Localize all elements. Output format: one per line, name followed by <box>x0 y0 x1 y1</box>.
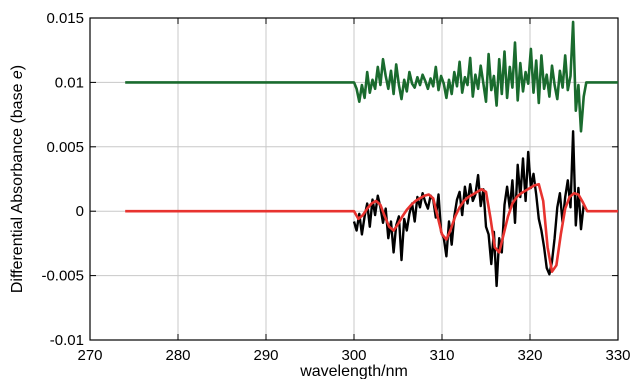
x-tick-label: 330 <box>605 347 630 364</box>
x-tick-labels: 270 280 290 300 310 320 330 <box>77 347 630 364</box>
fit-series-line <box>125 182 618 274</box>
y-tick-label: -0.005 <box>41 268 84 285</box>
y-tick-label: 0.015 <box>46 10 84 27</box>
x-tick-label: 310 <box>429 347 454 364</box>
x-tick-label: 280 <box>165 347 190 364</box>
x-tick-label: 320 <box>517 347 542 364</box>
x-tick-label: 290 <box>253 347 278 364</box>
series-layer <box>125 20 618 288</box>
axis-ticks <box>89 17 619 341</box>
x-tick-label: 300 <box>341 347 366 364</box>
x-tick-label: 270 <box>77 347 102 364</box>
y-tick-label: -0.01 <box>50 332 84 349</box>
y-tick-labels: -0.01 -0.005 0 0.005 0.01 0.015 <box>41 10 84 349</box>
y-tick-label: 0 <box>76 203 84 220</box>
x-axis-title: wavelength/nm <box>299 363 408 379</box>
y-axis-title-end: ) <box>9 65 26 70</box>
y-tick-label: 0.01 <box>55 74 84 91</box>
y-axis-title: Differential Absorbance (base e) <box>9 65 26 293</box>
y-axis-title-main: Differential Absorbance (base <box>9 79 26 293</box>
residual-series-line <box>125 20 618 133</box>
grid-lines <box>90 18 618 340</box>
y-tick-label: 0.005 <box>46 139 84 156</box>
y-axis-title-italic: e <box>9 70 26 79</box>
measured-series-line <box>352 130 585 288</box>
